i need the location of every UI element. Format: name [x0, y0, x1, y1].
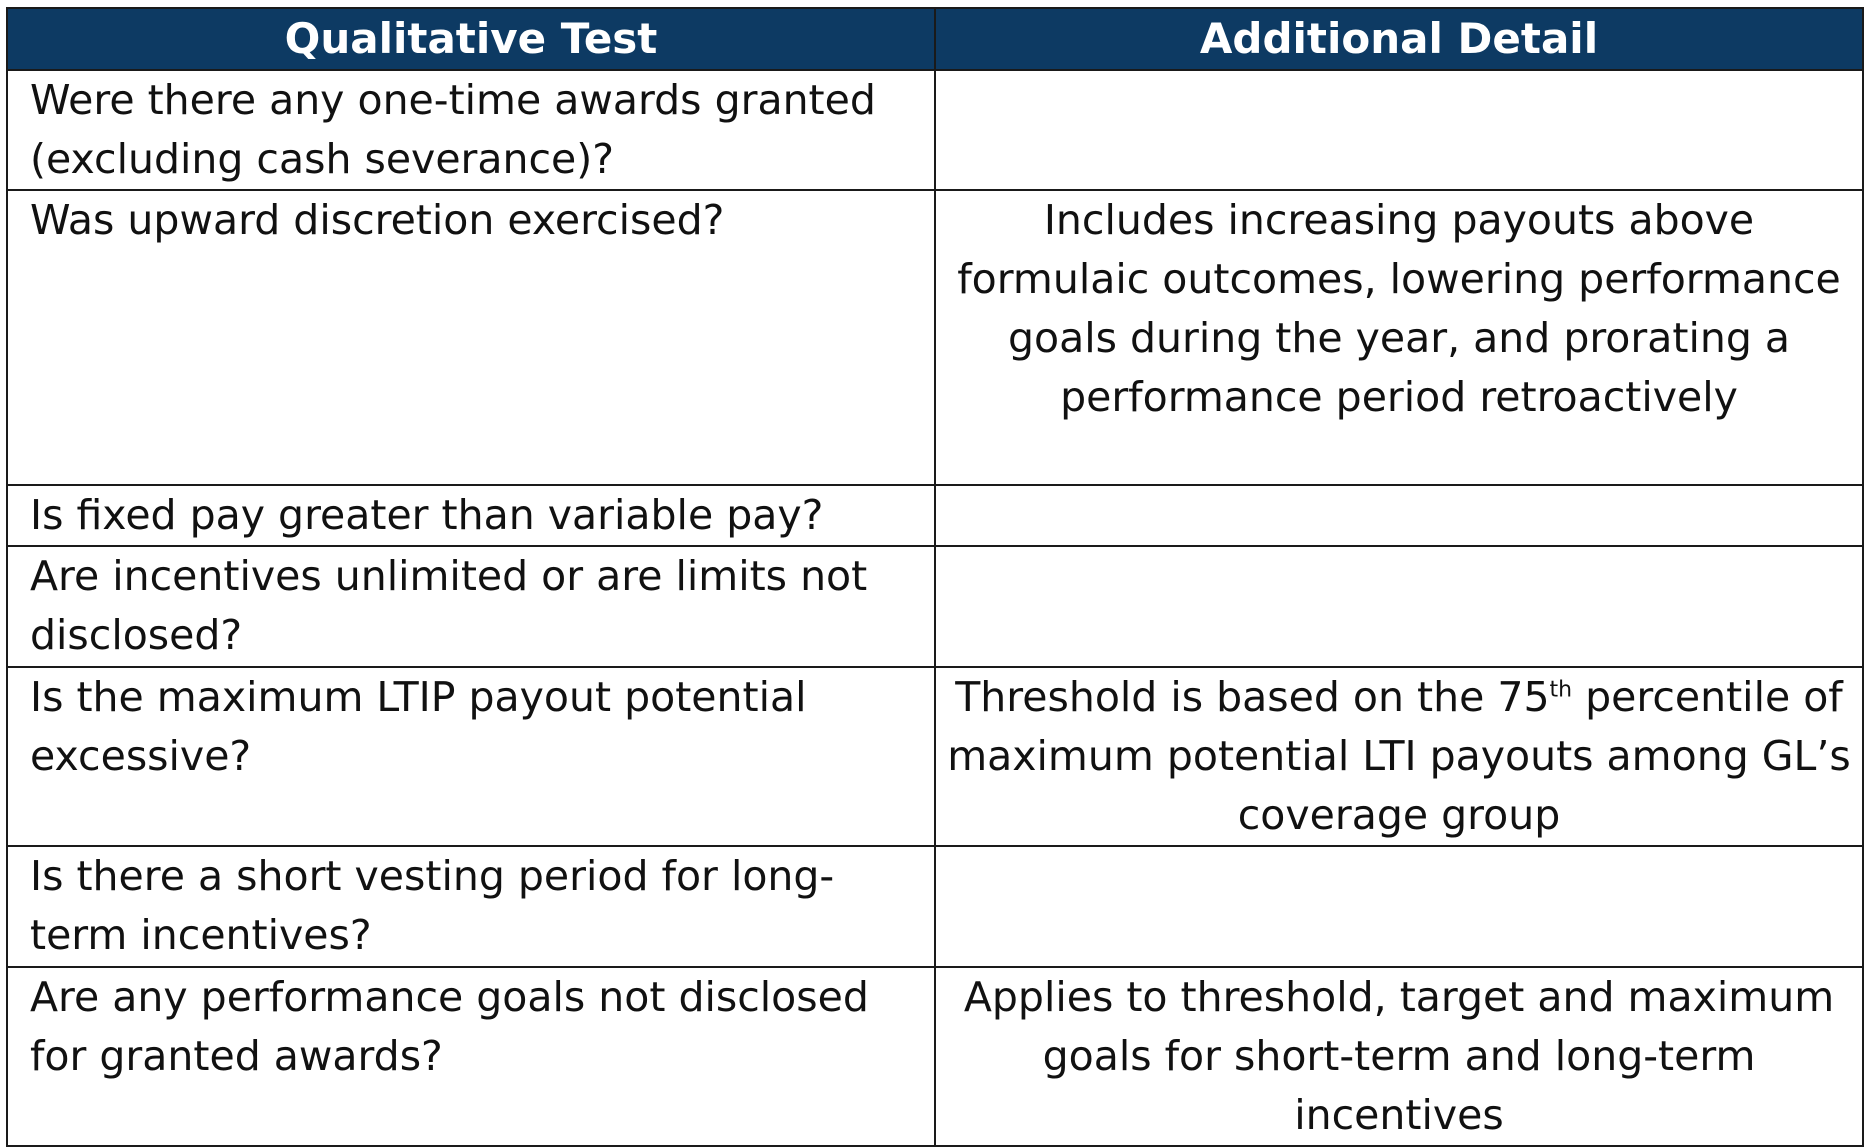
detail-text-after: percentile of maximum potential LTI payo…: [947, 673, 1851, 839]
table-row: Is the maximum LTIP payout potential exc…: [6, 666, 1864, 847]
table-row: Was upward discretion exercised? Include…: [6, 189, 1864, 486]
test-cell: Is there a short vesting period for long…: [6, 845, 936, 968]
table-row: Are any performance goals not disclosed …: [6, 966, 1864, 1147]
detail-cell: Threshold is based on the 75th percentil…: [934, 666, 1864, 847]
table-row: Is fixed pay greater than variable pay?: [6, 484, 1864, 547]
detail-cell: [934, 845, 1864, 968]
test-cell: Are any performance goals not disclosed …: [6, 966, 936, 1147]
test-cell: Were there any one-time awards granted (…: [6, 69, 936, 191]
table-row: Is there a short vesting period for long…: [6, 845, 1864, 968]
table-row: Are incentives unlimited or are limits n…: [6, 545, 1864, 668]
detail-cell: [934, 69, 1864, 191]
detail-cell: [934, 484, 1864, 547]
header-qualitative-test: Qualitative Test: [6, 7, 936, 71]
test-cell: Was upward discretion exercised?: [6, 189, 936, 486]
detail-cell: Includes increasing payouts above formul…: [934, 189, 1864, 486]
table-row: Were there any one-time awards granted (…: [6, 69, 1864, 191]
qualitative-tests-table: Qualitative Test Additional Detail Were …: [6, 7, 1864, 1147]
detail-text-before: Threshold is based on the 75: [955, 673, 1550, 721]
detail-cell: Applies to threshold, target and maximum…: [934, 966, 1864, 1147]
header-additional-detail: Additional Detail: [934, 7, 1864, 71]
test-cell: Is fixed pay greater than variable pay?: [6, 484, 936, 547]
ordinal-suffix: th: [1549, 677, 1573, 703]
detail-cell: [934, 545, 1864, 668]
test-cell: Is the maximum LTIP payout potential exc…: [6, 666, 936, 847]
test-cell: Are incentives unlimited or are limits n…: [6, 545, 936, 668]
header-row: Qualitative Test Additional Detail: [6, 7, 1864, 71]
